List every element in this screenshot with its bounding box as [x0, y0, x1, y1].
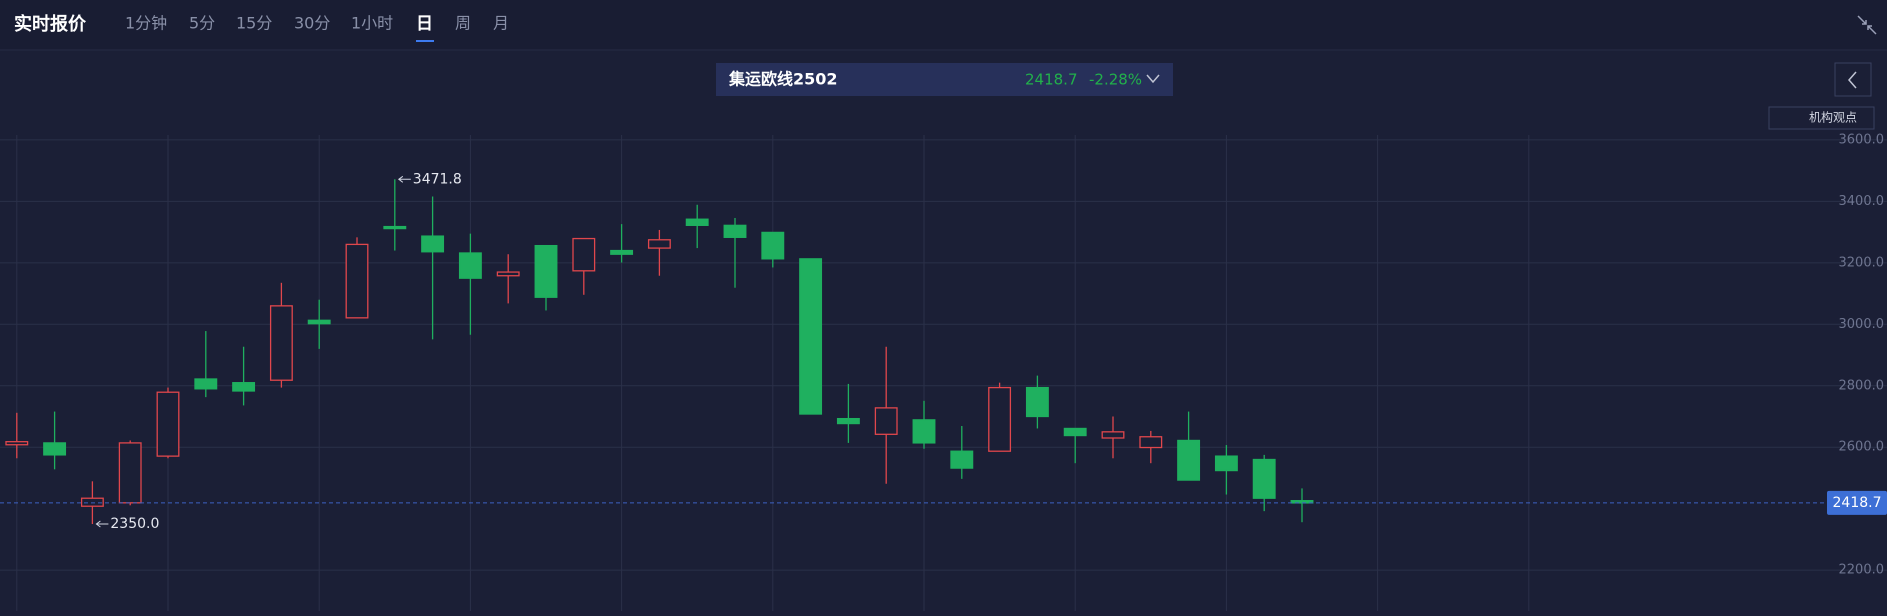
plot: 2200.0 2600.0 2800.0 3000.0 3200.0 3400.0 3600…: [0, 132, 1887, 611]
candle-body: [836, 417, 860, 425]
candle-body: [572, 237, 596, 272]
tab[interactable]: 30分: [294, 14, 330, 33]
candle-body: [345, 243, 369, 319]
candle-body: [1139, 436, 1163, 449]
candle-body: [43, 442, 67, 456]
candle-body: [874, 407, 898, 435]
max-label: 3471.8: [413, 171, 462, 187]
candle-body: [269, 305, 293, 381]
view-button[interactable]: [1768, 106, 1875, 130]
candle-body: [723, 224, 747, 238]
candle-body: [534, 244, 558, 298]
max-arrow: [397, 175, 411, 183]
side-toggle[interactable]: [1834, 62, 1872, 97]
candle-body: [194, 378, 218, 390]
candle-body: [761, 231, 785, 260]
candle-body: [496, 271, 520, 277]
candle-body: [647, 239, 671, 249]
collapse-icon[interactable]: [1857, 15, 1877, 35]
y-tick-label: 2200.0: [1839, 563, 1885, 578]
tab[interactable]: 5分: [189, 14, 215, 33]
top-bar: [0, 0, 1887, 50]
candle-body: [80, 497, 104, 507]
min-arrow: [95, 520, 109, 528]
tab[interactable]: 月: [493, 14, 509, 33]
tabs: 1分钟 5分 15分 30分 1小时 日 周 月: [125, 14, 509, 42]
tab[interactable]: 15分: [236, 14, 272, 33]
candle-body: [1252, 458, 1276, 499]
candle-body: [799, 258, 823, 415]
last-price-label: 2418.7: [1833, 495, 1882, 511]
candle-body: [988, 386, 1012, 452]
tab[interactable]: 1分钟: [125, 14, 167, 33]
y-tick-label: 3600.0: [1839, 132, 1885, 147]
candle-body: [156, 391, 180, 457]
y-tick-label: 2800.0: [1839, 378, 1885, 393]
quote-change: -2.28%: [1089, 71, 1142, 89]
candle-body: [1214, 455, 1238, 472]
candle-body: [5, 441, 29, 446]
dropdown-icon[interactable]: [1146, 74, 1160, 84]
page-title: 实时报价: [14, 13, 87, 35]
candle-body: [610, 249, 634, 255]
candle-body: [458, 252, 482, 279]
y-tick-label: 3400.0: [1839, 194, 1885, 209]
candle-body: [1177, 439, 1201, 481]
candle-body: [232, 382, 256, 392]
y-tick-label: 3000.0: [1839, 317, 1885, 332]
side-toggle-icon: [1848, 71, 1857, 89]
candle-body: [912, 419, 936, 444]
candle-body: [1063, 427, 1087, 437]
candle-body: [1025, 386, 1049, 418]
last-price-tag: [1827, 490, 1887, 515]
min-label: 2350.0: [110, 516, 159, 532]
quote-box[interactable]: [716, 63, 1173, 96]
tab[interactable]: 1小时: [351, 14, 393, 33]
quote-price: 2418.7: [1025, 71, 1078, 89]
y-tick-label: 3200.0: [1839, 255, 1885, 270]
tab[interactable]: 日: [416, 14, 433, 34]
candle-body: [118, 442, 142, 504]
candle-body: [383, 225, 407, 230]
candle-body: [1101, 431, 1125, 439]
candle-body: [307, 319, 331, 325]
candle-body: [421, 235, 445, 253]
candle-body: [950, 450, 974, 469]
tab[interactable]: 周: [455, 14, 471, 33]
y-tick-label: 2600.0: [1839, 440, 1885, 455]
quote-name: 集运欧线2502: [728, 70, 838, 89]
candle-body: [685, 218, 709, 226]
view-button-label: 机构观点: [1809, 110, 1857, 125]
